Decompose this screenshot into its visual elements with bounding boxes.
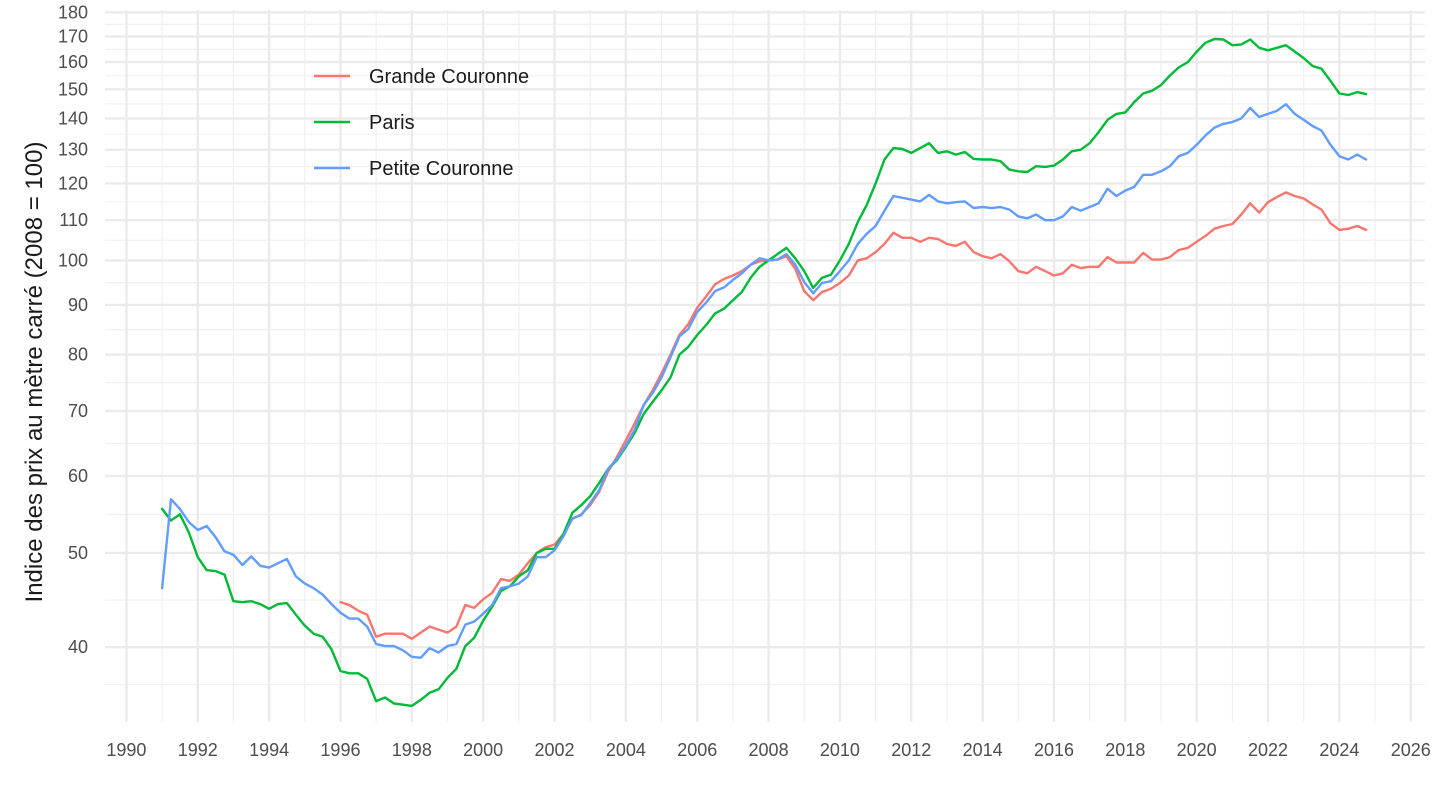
x-tick-label: 1990: [106, 740, 146, 760]
x-tick-label: 1994: [249, 740, 289, 760]
x-axis-tick-labels: 1990 1992 1994 1996 1998 2000 2002 2004 2006 2008…: [106, 740, 1430, 760]
x-tick-label: 1992: [178, 740, 218, 760]
y-tick-label: 130: [58, 140, 88, 160]
x-tick-label: 1996: [320, 740, 360, 760]
x-tick-label: 2008: [749, 740, 789, 760]
series-line-petite-couronne: [160, 102, 1368, 659]
legend-label-paris: Paris: [369, 112, 415, 134]
series-lines: [160, 37, 1368, 708]
series-line-grande-couronne: [339, 191, 1368, 640]
x-tick-label: 2012: [891, 740, 931, 760]
y-tick-label: 100: [58, 250, 88, 270]
legend: Grande Couronne Paris Petite Couronne: [314, 66, 529, 180]
x-tick-label: 2002: [534, 740, 574, 760]
y-axis-title: Indice des prix au mètre carré (2008 = 1…: [21, 142, 48, 603]
x-tick-label: 2010: [820, 740, 860, 760]
y-tick-label: 80: [68, 345, 88, 365]
x-tick-label: 2022: [1248, 740, 1288, 760]
y-tick-label: 90: [68, 295, 88, 315]
x-tick-label: 2018: [1105, 740, 1145, 760]
legend-label-petite-couronne: Petite Couronne: [369, 158, 514, 180]
y-tick-label: 70: [68, 401, 88, 421]
y-tick-label: 50: [68, 543, 88, 563]
x-tick-label: 2020: [1177, 740, 1217, 760]
y-axis-tick-labels: 40 50 60 70 80 90 100 110 120 130 140 150 160 170 180: [58, 2, 88, 657]
minor-grid-x: [161, 10, 1376, 722]
y-tick-label: 170: [58, 26, 88, 46]
x-tick-label: 2026: [1391, 740, 1431, 760]
x-tick-label: 2006: [677, 740, 717, 760]
y-tick-label: 120: [58, 173, 88, 193]
major-grid-y: [105, 11, 1425, 649]
y-tick-label: 160: [58, 52, 88, 72]
legend-label-grande-couronne: Grande Couronne: [369, 66, 529, 88]
x-tick-label: 2024: [1319, 740, 1359, 760]
y-tick-label: 140: [58, 108, 88, 128]
y-tick-label: 40: [68, 637, 88, 657]
y-tick-label: 180: [58, 2, 88, 22]
major-grid-x: [125, 10, 1412, 722]
x-tick-label: 2016: [1034, 740, 1074, 760]
series-line-paris: [160, 37, 1368, 708]
y-tick-label: 60: [68, 466, 88, 486]
x-tick-label: 1998: [392, 740, 432, 760]
y-tick-label: 110: [59, 210, 88, 230]
x-tick-label: 2000: [463, 740, 503, 760]
x-tick-label: 2004: [606, 740, 646, 760]
x-tick-label: 2014: [963, 740, 1003, 760]
y-tick-label: 150: [58, 79, 88, 99]
